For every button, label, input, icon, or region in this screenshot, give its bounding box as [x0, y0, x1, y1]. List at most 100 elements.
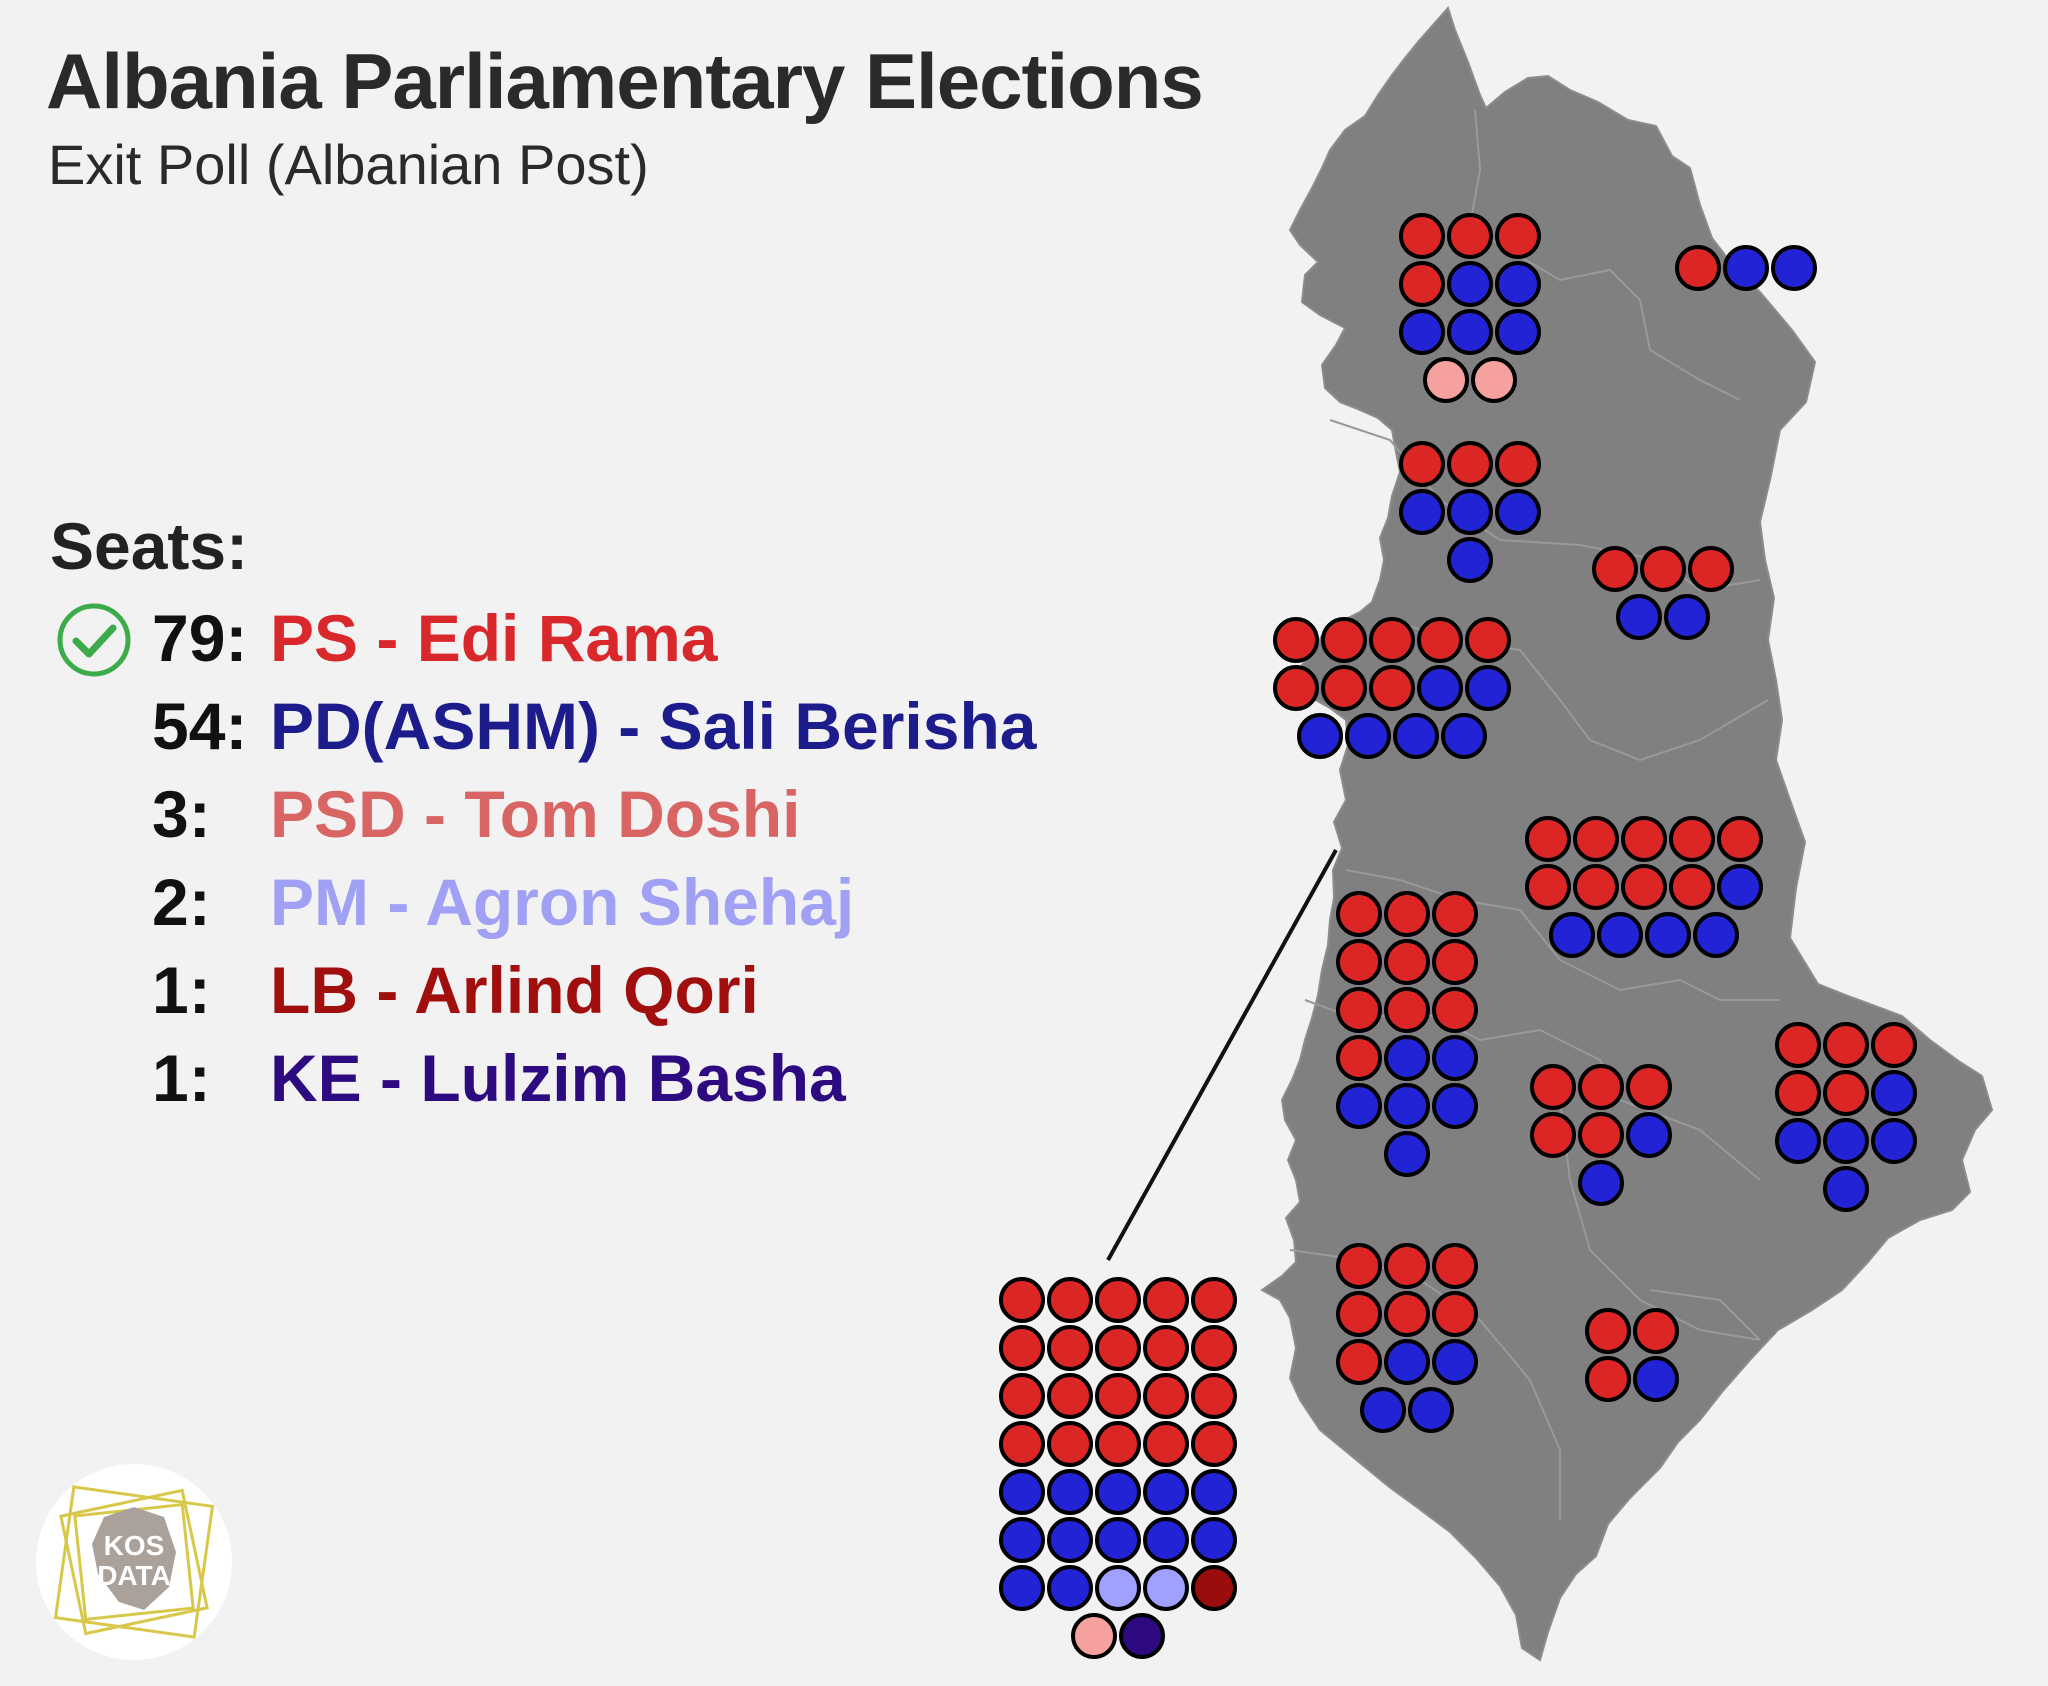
seat-dot-ps: [1592, 546, 1638, 592]
seat-dot-ps: [1621, 816, 1667, 862]
seat-dot-ps: [999, 1325, 1045, 1371]
district-seat-group: [1585, 1308, 1679, 1402]
seat-dot-pd: [1549, 912, 1595, 958]
seat-dot-pd: [1417, 665, 1463, 711]
seat-dot-ps: [1047, 1373, 1093, 1419]
seat-dot-ps: [1369, 617, 1415, 663]
seat-dot-pd: [1717, 864, 1763, 910]
seat-dot-ps: [1585, 1356, 1631, 1402]
party-label: PM - Agron Shehaj: [270, 865, 855, 939]
seat-dot-ps: [1823, 1022, 1869, 1068]
seat-dot-pd: [1047, 1517, 1093, 1563]
seat-dot-ps: [1669, 864, 1715, 910]
seat-dot-ps: [1143, 1421, 1189, 1467]
seat-dot-pd: [1465, 665, 1511, 711]
seat-dot-pd: [1871, 1070, 1917, 1116]
seat-dot-ps: [1626, 1064, 1672, 1110]
seat-dot-ps: [1495, 441, 1541, 487]
seat-dot-lb: [1191, 1565, 1237, 1611]
seat-dot-pd: [1723, 245, 1769, 291]
seat-dot-ps: [1273, 617, 1319, 663]
seat-dot-pd: [1664, 594, 1710, 640]
party-label: PS - Edi Rama: [270, 601, 718, 675]
page-subtitle: Exit Poll (Albanian Post): [48, 133, 649, 196]
seat-dot-ps: [1633, 1308, 1679, 1354]
seat-dot-pd: [1408, 1387, 1454, 1433]
district-seat-group: [999, 1277, 1237, 1659]
seat-dot-pd: [1626, 1112, 1672, 1158]
district-seat-group: [1775, 1022, 1917, 1212]
seat-dot-ps: [1432, 939, 1478, 985]
seat-count: 1:: [152, 1041, 211, 1115]
seat-dot-pd: [1384, 1083, 1430, 1129]
seat-dot-ps: [1321, 665, 1367, 711]
seat-dot-pd: [1399, 309, 1445, 355]
seat-dot-ps: [1336, 1035, 1382, 1081]
seat-dot-ps: [1384, 939, 1430, 985]
seat-dot-pd: [1047, 1565, 1093, 1611]
seat-count: 1:: [152, 953, 211, 1027]
seat-dot-ps: [1530, 1112, 1576, 1158]
seat-dot-pd: [1616, 594, 1662, 640]
seat-dot-ps: [1191, 1325, 1237, 1371]
seat-dot-ps: [1047, 1277, 1093, 1323]
seat-count: 54:: [152, 689, 248, 763]
seat-dot-ps: [1336, 939, 1382, 985]
seat-dot-ps: [1871, 1022, 1917, 1068]
seat-dot-pd: [1775, 1118, 1821, 1164]
seat-dot-ps: [1432, 1291, 1478, 1337]
seat-dot-pd: [1095, 1517, 1141, 1563]
seat-dot-ps: [1336, 1339, 1382, 1385]
seat-dot-pd: [1191, 1469, 1237, 1515]
seat-dot-pd: [999, 1517, 1045, 1563]
seat-dot-ps: [1399, 213, 1445, 259]
seat-dot-ps: [1573, 864, 1619, 910]
seat-dot-pd: [1495, 489, 1541, 535]
seat-dot-ps: [1578, 1112, 1624, 1158]
seat-dot-ps: [1143, 1325, 1189, 1371]
district-seat-group: [1525, 816, 1763, 958]
seat-dot-ps: [1191, 1277, 1237, 1323]
seat-dot-ps: [1775, 1070, 1821, 1116]
seat-dot-ps: [1432, 891, 1478, 937]
seat-dot-ps: [1191, 1421, 1237, 1467]
seat-dot-pd: [1143, 1469, 1189, 1515]
seat-dot-pd: [1095, 1469, 1141, 1515]
seat-dot-ps: [1530, 1064, 1576, 1110]
party-label: PSD - Tom Doshi: [270, 777, 801, 851]
district-seat-group: [1336, 891, 1478, 1177]
seat-dot-ps: [1336, 891, 1382, 937]
seat-dot-ps: [1095, 1373, 1141, 1419]
seat-dot-pd: [999, 1565, 1045, 1611]
seat-dot-ps: [1775, 1022, 1821, 1068]
seat-dot-pd: [999, 1469, 1045, 1515]
seat-dot-ps: [1669, 816, 1715, 862]
seat-dot-ps: [1525, 816, 1571, 862]
seat-dot-ps: [1336, 1243, 1382, 1289]
seat-dot-ps: [1823, 1070, 1869, 1116]
seat-dot-pd: [1871, 1118, 1917, 1164]
district-seat-group: [1399, 213, 1541, 403]
seat-dot-ps: [1432, 1243, 1478, 1289]
party-label: KE - Lulzim Basha: [270, 1041, 846, 1115]
district-seat-group: [1399, 441, 1541, 583]
seat-dot-pd: [1823, 1166, 1869, 1212]
seat-dot-ps: [1369, 665, 1415, 711]
seat-dot-pd: [1823, 1118, 1869, 1164]
seat-dot-ps: [1336, 987, 1382, 1033]
seat-count: 2:: [152, 865, 211, 939]
seat-dot-pd: [1441, 713, 1487, 759]
logo-text-2: DATA: [97, 1560, 171, 1591]
seat-dot-ps: [999, 1373, 1045, 1419]
seat-dot-pd: [1447, 261, 1493, 307]
seat-dots: [999, 213, 1917, 1659]
seat-dot-ps: [1399, 441, 1445, 487]
district-seat-group: [1273, 617, 1511, 759]
seat-dot-pd: [1297, 713, 1343, 759]
seat-dot-pd: [1578, 1160, 1624, 1206]
seat-dot-ps: [999, 1421, 1045, 1467]
seat-dot-pd: [1432, 1083, 1478, 1129]
seat-dot-pd: [1771, 245, 1817, 291]
seat-dot-ps: [1273, 665, 1319, 711]
